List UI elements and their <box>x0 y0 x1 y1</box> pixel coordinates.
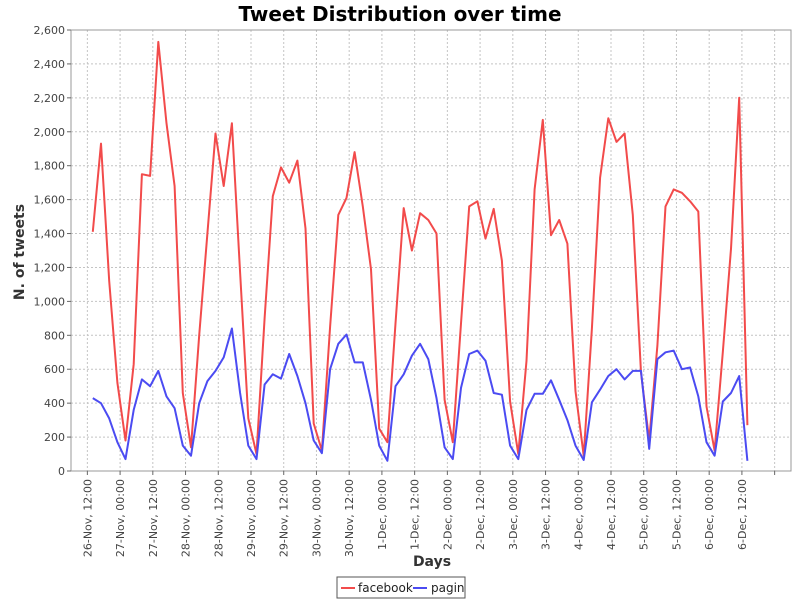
x-tick-label: 4-Dec, 12:00 <box>605 479 618 550</box>
y-tick-label: 1,000 <box>34 295 66 308</box>
y-tick-label: 2,200 <box>34 92 66 105</box>
y-tick-label: 600 <box>44 363 65 376</box>
x-tick-label: 1-Dec, 00:00 <box>376 479 389 550</box>
x-tick-label: 3-Dec, 00:00 <box>507 479 520 550</box>
y-tick-label: 2,600 <box>34 24 66 37</box>
chart-title: Tweet Distribution over time <box>238 2 561 26</box>
x-tick-label: 6-Dec, 12:00 <box>736 479 749 550</box>
x-tick-label: 27-Nov, 00:00 <box>114 479 127 557</box>
x-tick-label: 1-Dec, 12:00 <box>409 479 422 550</box>
x-tick-label: 30-Nov, 00:00 <box>310 479 323 557</box>
x-tick-label: 5-Dec, 12:00 <box>670 479 683 550</box>
x-tick-label: 29-Nov, 00:00 <box>245 479 258 557</box>
x-tick-label: 3-Dec, 12:00 <box>540 479 553 550</box>
y-tick-label: 1,200 <box>34 261 66 274</box>
y-tick-label: 1,800 <box>34 160 66 173</box>
plot-area-border <box>70 29 792 472</box>
x-tick-label: 2-Dec, 00:00 <box>441 479 454 550</box>
x-tick-label: 26-Nov, 12:00 <box>81 479 94 557</box>
y-axis-ticks: 0 200 400 600 800 1,000 1,200 1,400 1,600 1,800 2,… <box>34 24 71 478</box>
x-axis-ticks: 26-Nov, 12:00 27-Nov, 00:00 27-Nov, 12:00 2… <box>81 471 776 557</box>
series-line-facebook <box>91 40 749 457</box>
x-tick-label: 28-Nov, 12:00 <box>212 479 225 557</box>
x-tick-label: 2-Dec, 12:00 <box>474 479 487 550</box>
y-tick-label: 200 <box>44 431 65 444</box>
legend-label-facebook: facebook <box>358 581 413 595</box>
y-tick-label: 2,400 <box>34 58 66 71</box>
x-tick-label: 4-Dec, 00:00 <box>572 479 585 550</box>
x-tick-label: 27-Nov, 12:00 <box>147 479 160 557</box>
x-tick-label: 30-Nov, 12:00 <box>343 479 356 557</box>
x-tick-label: 28-Nov, 00:00 <box>180 479 193 557</box>
y-tick-label: 400 <box>44 397 65 410</box>
legend: facebook pagin <box>336 576 466 599</box>
y-axis-label: N. of tweets <box>12 204 28 300</box>
y-tick-label: 0 <box>58 465 65 478</box>
x-tick-label: 6-Dec, 00:00 <box>703 479 716 550</box>
x-tick-label: 5-Dec, 00:00 <box>638 479 651 550</box>
y-tick-label: 1,600 <box>34 194 66 207</box>
y-tick-label: 800 <box>44 329 65 342</box>
series-line-pagin <box>92 327 749 462</box>
x-axis-label: Days <box>413 554 451 570</box>
y-tick-label: 2,000 <box>34 126 66 139</box>
series-lines <box>91 40 749 462</box>
x-tick-label: 29-Nov, 12:00 <box>278 479 291 557</box>
y-tick-label: 1,400 <box>34 228 66 241</box>
legend-box <box>336 576 466 599</box>
legend-label-pagin: pagin <box>431 581 465 595</box>
grid <box>71 29 791 472</box>
